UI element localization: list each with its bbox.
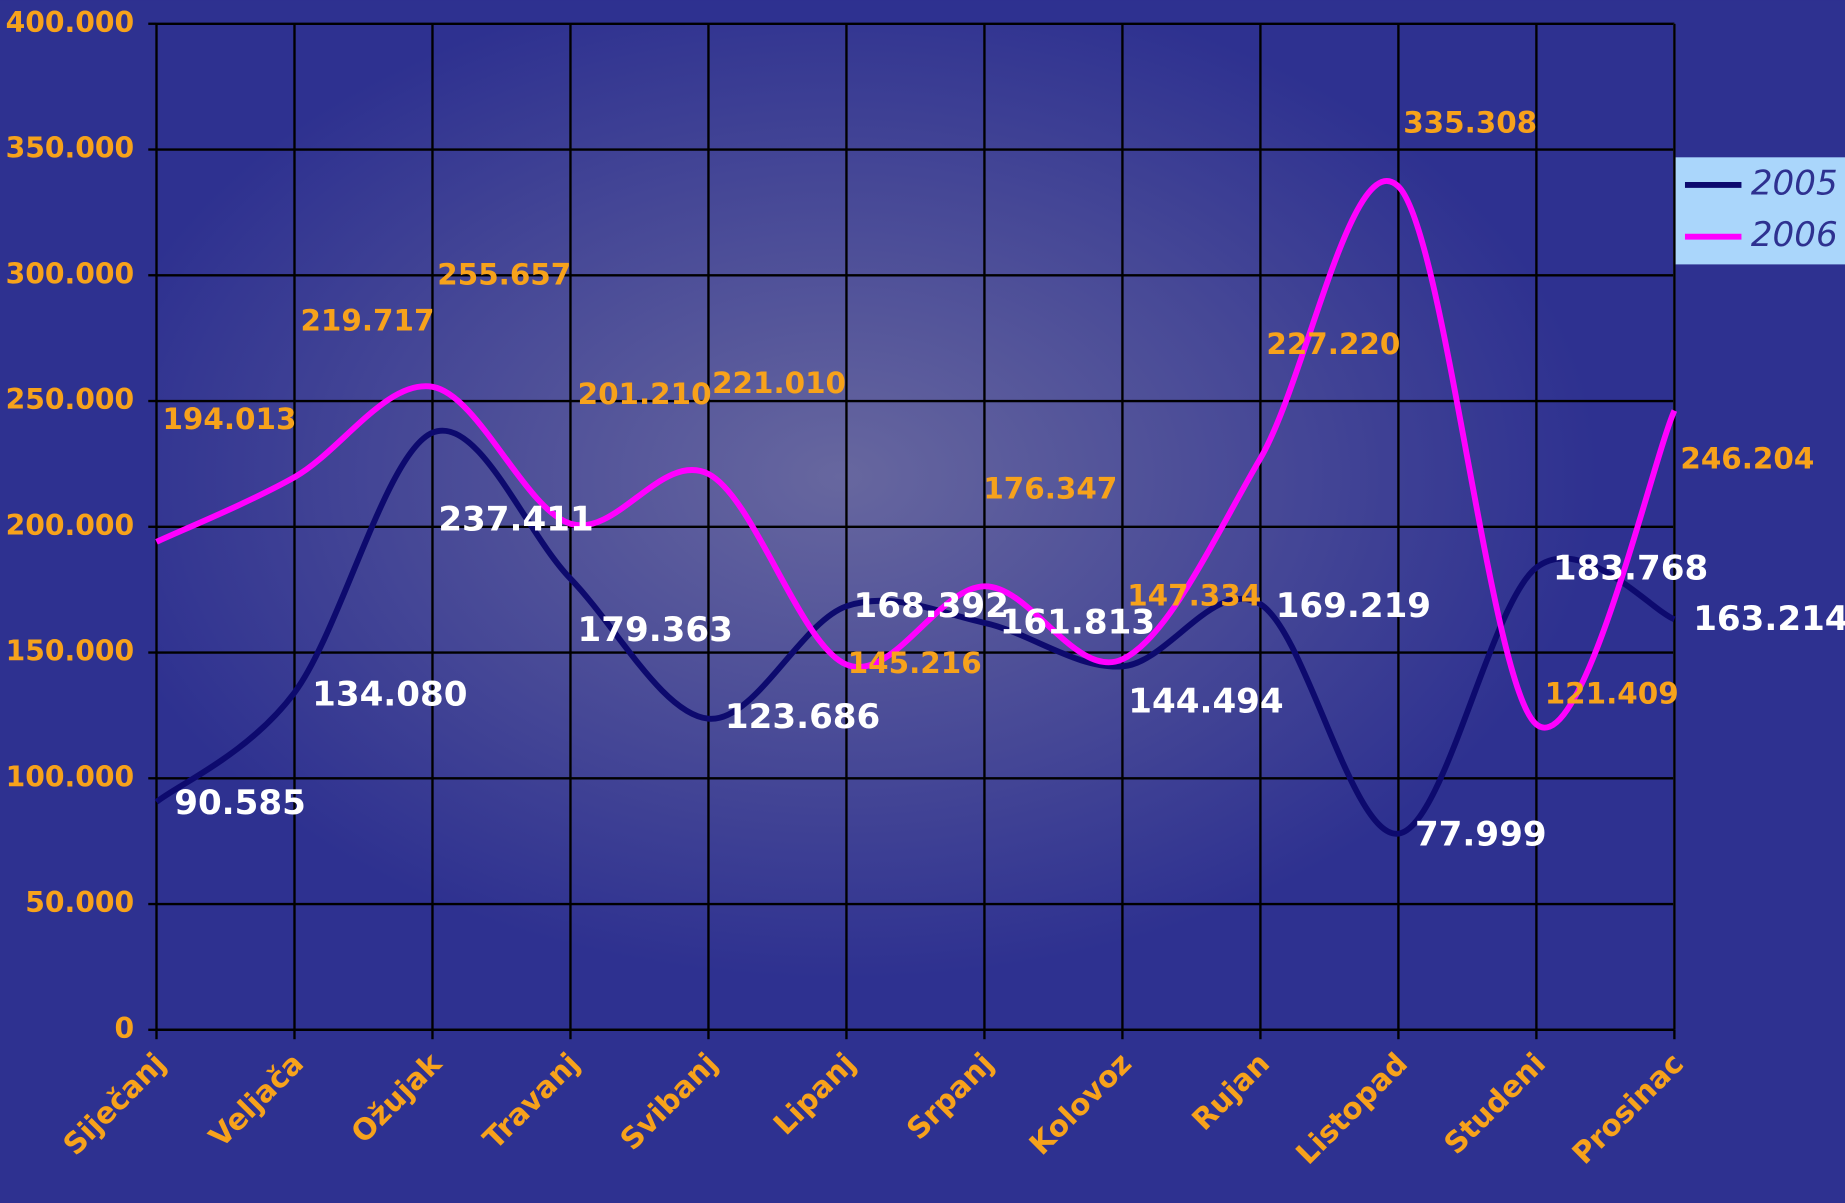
y-tick-label: 100.000 <box>6 760 135 793</box>
data-label: 144.494 <box>1128 681 1283 721</box>
data-label: 227.220 <box>1266 327 1400 361</box>
data-label: 255.657 <box>437 258 571 292</box>
y-tick-label: 250.000 <box>6 383 135 416</box>
data-label: 123.686 <box>725 697 880 737</box>
data-label: 176.347 <box>983 471 1117 505</box>
data-label: 145.216 <box>848 646 982 680</box>
y-tick-label: 0 <box>114 1012 134 1045</box>
data-label: 77.999 <box>1415 814 1547 854</box>
data-label: 90.585 <box>174 783 306 823</box>
legend <box>1672 156 1845 266</box>
y-tick-label: 350.000 <box>6 132 135 165</box>
y-tick-label: 50.000 <box>25 886 134 919</box>
data-label: 134.080 <box>312 675 467 715</box>
line-series <box>154 427 1676 837</box>
y-tick-label: 300.000 <box>6 257 135 290</box>
data-label: 246.204 <box>1680 441 1814 475</box>
data-label: 161.813 <box>1000 603 1155 643</box>
data-label: 121.409 <box>1545 677 1679 711</box>
data-label: 169.219 <box>1276 586 1431 626</box>
data-label: 335.308 <box>1403 106 1537 140</box>
data-label: 183.768 <box>1553 548 1708 588</box>
legend-label: 2005 <box>1751 163 1838 203</box>
legend-label: 2006 <box>1751 215 1838 255</box>
data-label: 237.411 <box>438 499 593 539</box>
data-label: 221.010 <box>712 366 846 400</box>
y-tick-label: 150.000 <box>6 635 135 668</box>
y-tick-label: 400.000 <box>6 6 135 39</box>
data-label: 179.363 <box>578 610 733 650</box>
line-series <box>155 178 1678 731</box>
data-label: 201.210 <box>578 377 712 411</box>
data-label: 194.013 <box>162 402 296 436</box>
y-tick-label: 200.000 <box>6 509 135 542</box>
data-label: 163.214 <box>1693 599 1845 639</box>
data-label: 219.717 <box>300 303 434 337</box>
data-label: 147.334 <box>1127 578 1261 612</box>
data-label: 168.392 <box>853 586 1008 626</box>
